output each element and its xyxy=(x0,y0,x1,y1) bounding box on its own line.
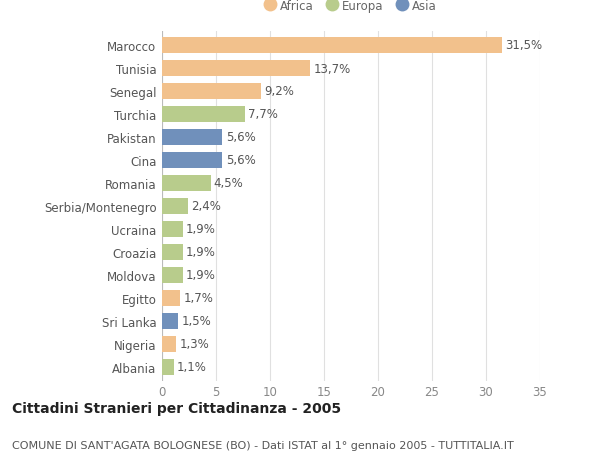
Text: 5,6%: 5,6% xyxy=(226,131,256,144)
Bar xyxy=(162,336,176,353)
Bar xyxy=(162,61,310,77)
Text: 1,1%: 1,1% xyxy=(177,361,207,374)
Text: 2,4%: 2,4% xyxy=(191,200,221,213)
Text: 1,9%: 1,9% xyxy=(186,223,215,236)
Text: 1,9%: 1,9% xyxy=(186,246,215,259)
Text: 1,5%: 1,5% xyxy=(181,315,211,328)
Text: 7,7%: 7,7% xyxy=(248,108,278,121)
Bar xyxy=(162,313,178,330)
Bar xyxy=(162,106,245,123)
Text: COMUNE DI SANT'AGATA BOLOGNESE (BO) - Dati ISTAT al 1° gennaio 2005 - TUTTITALIA: COMUNE DI SANT'AGATA BOLOGNESE (BO) - Da… xyxy=(12,440,514,450)
Bar xyxy=(162,38,502,54)
Bar xyxy=(162,84,262,100)
Bar xyxy=(162,175,211,192)
Text: 5,6%: 5,6% xyxy=(226,154,256,167)
Text: 1,7%: 1,7% xyxy=(184,292,214,305)
Bar xyxy=(162,152,223,169)
Bar xyxy=(162,221,182,238)
Bar xyxy=(162,290,181,307)
Text: 31,5%: 31,5% xyxy=(505,39,542,52)
Bar xyxy=(162,198,188,215)
Bar xyxy=(162,359,174,375)
Bar xyxy=(162,267,182,284)
Bar xyxy=(162,129,223,146)
Text: 13,7%: 13,7% xyxy=(313,62,350,75)
Legend: Africa, Europa, Asia: Africa, Europa, Asia xyxy=(262,0,440,16)
Text: 1,3%: 1,3% xyxy=(179,338,209,351)
Text: 1,9%: 1,9% xyxy=(186,269,215,282)
Text: Cittadini Stranieri per Cittadinanza - 2005: Cittadini Stranieri per Cittadinanza - 2… xyxy=(12,402,341,415)
Bar xyxy=(162,244,182,261)
Text: 4,5%: 4,5% xyxy=(214,177,244,190)
Text: 9,2%: 9,2% xyxy=(265,85,295,98)
